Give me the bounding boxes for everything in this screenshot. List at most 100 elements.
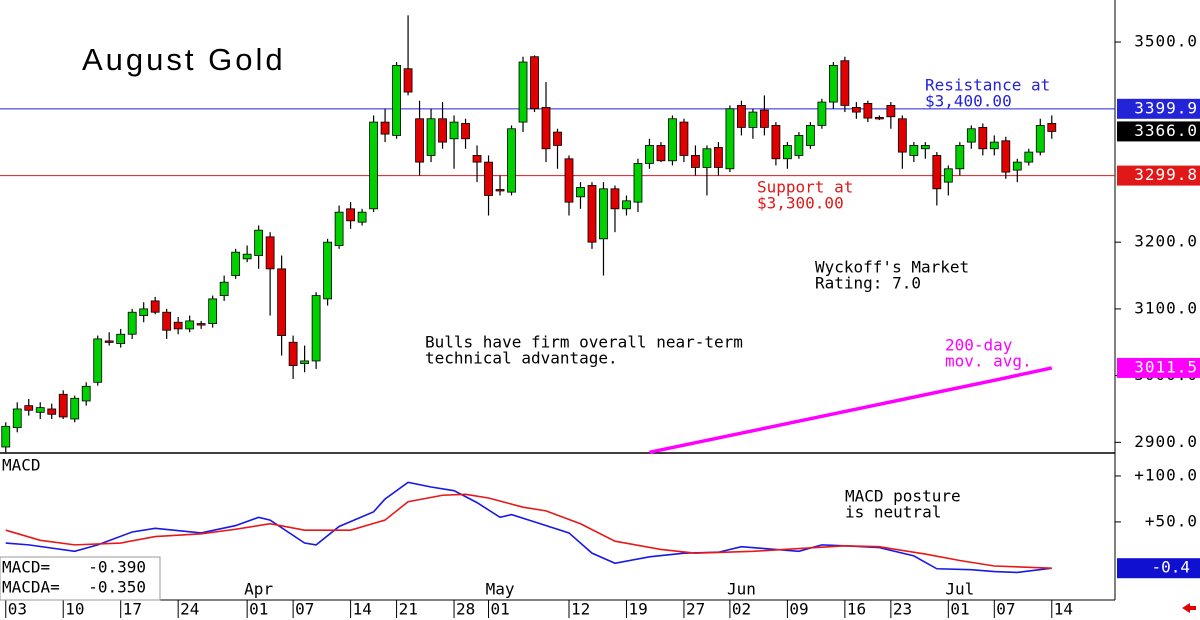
candle-body	[47, 408, 57, 415]
candle-body	[334, 211, 344, 246]
candle-body	[645, 145, 654, 164]
x-tick-label: 07	[996, 600, 1015, 619]
candle-body	[58, 393, 68, 418]
candle-body	[897, 118, 907, 153]
candle-body	[426, 118, 436, 156]
y-tick-label: 3500.0	[1134, 32, 1198, 51]
macd-level-box	[1117, 558, 1200, 579]
candle-body	[495, 189, 505, 192]
candle-body	[943, 168, 953, 183]
candle-body	[714, 147, 723, 168]
candle-body	[449, 121, 459, 140]
candle-body	[702, 148, 712, 168]
candle-body	[438, 118, 447, 143]
candle-body	[219, 281, 229, 296]
candle-body	[760, 109, 769, 128]
annotation: Bulls have firm overall near-term	[425, 333, 743, 352]
x-tick-label: 10	[65, 600, 84, 619]
chart-title: August Gold	[82, 42, 286, 77]
macd-line	[5, 493, 1052, 569]
candle-body	[576, 187, 585, 198]
y-tick-label: 2900.0	[1134, 432, 1198, 451]
month-label: Jun	[727, 580, 756, 599]
x-tick-label: 28	[456, 600, 475, 619]
annotation: $3,300.00	[757, 194, 844, 213]
legend-value: -0.390	[88, 558, 146, 577]
candle-body	[599, 188, 608, 240]
annotation: technical advantage.	[425, 349, 618, 368]
scroll-arrow[interactable]	[1182, 603, 1196, 613]
y-tick-label: 3200.0	[1134, 232, 1198, 251]
x-tick-label: 21	[399, 600, 418, 619]
candle-body	[633, 163, 643, 203]
y2-tick-label: +100.0	[1134, 465, 1198, 484]
annotation: Resistance at	[925, 76, 1050, 95]
candle-body	[828, 64, 838, 103]
candle-body	[978, 127, 988, 150]
candle-body	[587, 185, 597, 243]
x-tick-label: 14	[1054, 600, 1073, 619]
candle-body	[541, 107, 551, 150]
candle-body	[1001, 140, 1011, 173]
legend-value: -0.350	[88, 578, 146, 597]
candle-body	[104, 340, 114, 343]
annotation: 200-day	[945, 336, 1013, 355]
annotation: MACD posture	[845, 487, 961, 506]
candle-body	[24, 405, 34, 411]
candle-body	[392, 64, 401, 136]
level-box	[1117, 98, 1200, 119]
x-tick-label: 01	[249, 600, 268, 619]
level-box	[1117, 121, 1200, 142]
candle-body	[679, 121, 689, 156]
moving-average	[649, 366, 1053, 455]
candle-body	[357, 211, 367, 223]
candle-body	[553, 131, 562, 146]
candle-body	[139, 308, 149, 316]
candle-body	[1012, 161, 1022, 171]
candle-body	[989, 141, 999, 150]
candle-body	[461, 123, 470, 140]
month-label: May	[486, 580, 515, 599]
level-label: 3366.0	[1134, 121, 1198, 140]
x-tick-label: 16	[847, 600, 866, 619]
candle-body	[771, 125, 781, 160]
candle-body	[81, 385, 91, 402]
candle-body	[530, 56, 539, 110]
candle-body	[1035, 125, 1045, 153]
level-label: 3399.9	[1134, 98, 1198, 117]
candle-body	[966, 128, 976, 143]
macd-label: MACD	[2, 456, 41, 475]
candle-body	[346, 208, 355, 222]
x-tick-label: 03	[8, 600, 27, 619]
candle-body	[403, 68, 413, 93]
candle-body	[288, 341, 298, 367]
candle-body	[817, 101, 827, 126]
candle-body	[323, 241, 333, 300]
x-tick-label: 14	[353, 600, 372, 619]
x-tick-label: 09	[789, 600, 808, 619]
x-tick-label: 27	[686, 600, 705, 619]
candle-body	[231, 251, 241, 276]
candle-body	[415, 118, 424, 163]
candle-body	[909, 145, 919, 156]
macd-legend-box	[0, 556, 161, 601]
candle-body	[472, 155, 482, 163]
candle-body	[564, 158, 574, 203]
candle-body	[794, 135, 804, 156]
candle-body	[93, 338, 103, 383]
x-tick-label: 07	[295, 600, 314, 619]
x-tick-label: 23	[893, 600, 912, 619]
candle-body	[748, 111, 758, 128]
annotation: Rating: 7.0	[815, 274, 921, 293]
x-tick-label: 01	[491, 600, 510, 619]
candle-body	[805, 125, 815, 146]
month-label: Jul	[945, 580, 974, 599]
candle-body	[1024, 151, 1034, 163]
candle-body	[668, 118, 677, 162]
x-tick-label: 01	[950, 600, 969, 619]
candle-body	[35, 407, 45, 413]
candle-body	[622, 200, 631, 210]
x-tick-label: 02	[732, 600, 751, 619]
